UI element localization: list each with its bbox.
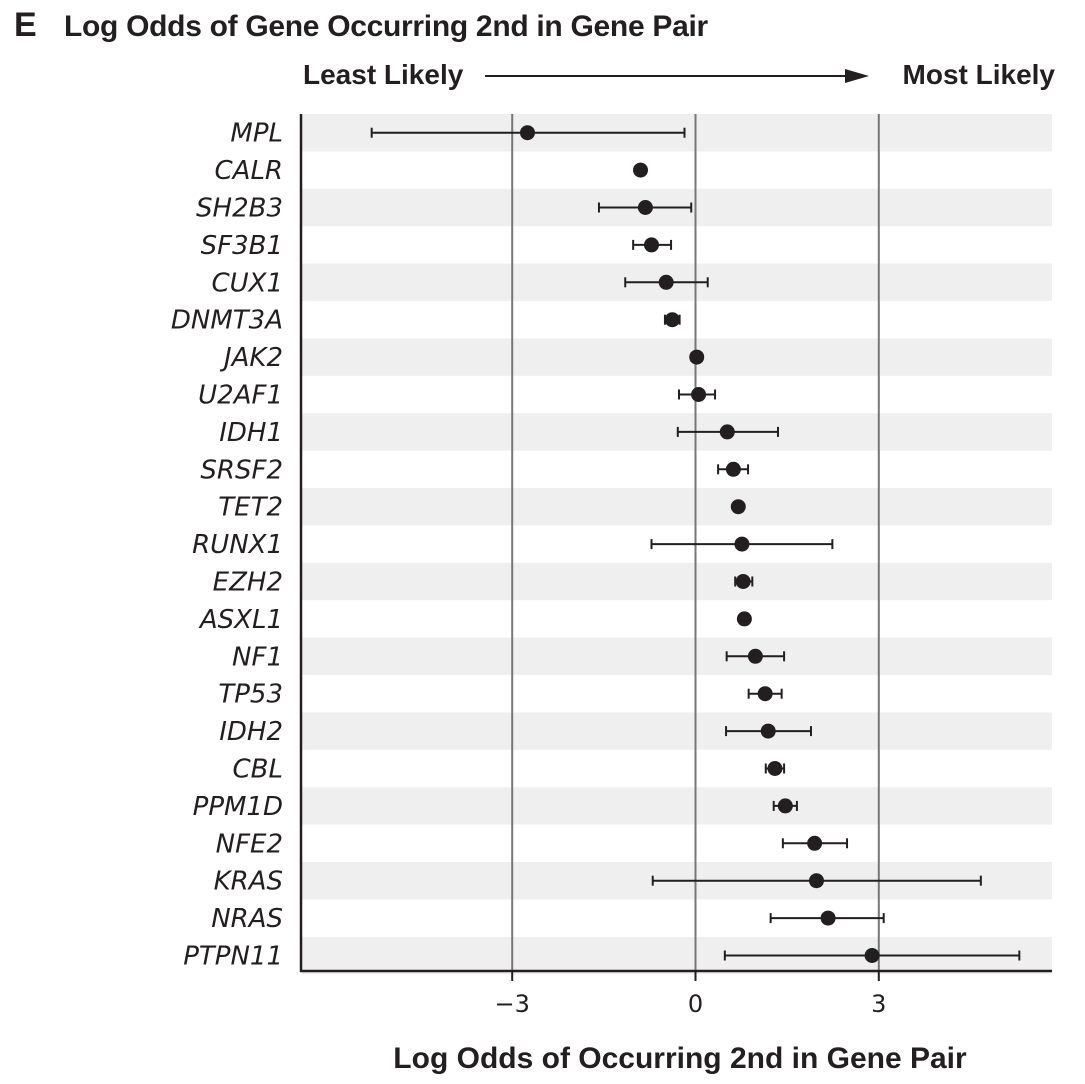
row-band [302,637,1052,675]
row-band [302,488,1052,526]
point-jak2 [689,349,705,365]
point-nfe2 [807,835,823,851]
gene-label-sh2b3: SH2B3 [196,194,283,224]
point-cux1 [658,274,674,290]
gene-label-u2af1: U2AF1 [198,381,283,411]
reference-lines [511,114,880,971]
row-band [302,712,1052,750]
point-tp53 [757,686,773,702]
panel-letter: E [14,6,37,44]
point-kras [808,873,824,889]
gene-label-tet2: TET2 [218,493,283,523]
gene-label-nfe2: NFE2 [216,829,283,859]
gene-label-cbl: CBL [233,755,283,785]
point-calr [633,162,649,178]
gene-label-ezh2: EZH2 [213,568,283,598]
gene-label-ptpn11: PTPN11 [183,942,283,972]
point-mpl [519,125,535,141]
point-dnmt3a [664,312,680,328]
least-likely-label: Least Likely [303,59,464,90]
direction-arrow-icon [485,69,869,83]
gene-label-runx1: RUNX1 [192,530,283,560]
row-bands [302,114,1052,975]
point-ppm1d [777,798,793,814]
gene-label-kras: KRAS [214,867,283,897]
gene-label-cux1: CUX1 [211,268,283,298]
row-band [302,338,1052,376]
x-axis-label: Log Odds of Occurring 2nd in Gene Pair [393,1042,967,1075]
axes [299,114,1052,973]
point-srsf2 [725,461,741,477]
gene-label-calr: CALR [215,156,284,186]
gene-label-ppm1d: PPM1D [193,792,283,822]
row-band [302,787,1052,825]
point-ptpn11 [864,948,880,963]
gene-label-sf3b1: SF3B1 [201,231,283,261]
x-tick-label: 0 [688,990,703,1018]
gene-label-nras: NRAS [211,904,283,934]
point-nf1 [747,648,763,664]
gene-label-idh2: IDH2 [219,717,283,747]
point-nras [820,910,836,926]
point-idh1 [719,424,735,440]
point-sf3b1 [644,237,660,253]
gene-label-nf1: NF1 [232,642,283,672]
point-sh2b3 [637,200,653,215]
chart-title: Log Odds of Gene Occurring 2nd in Gene P… [64,10,708,43]
most-likely-label: Most Likely [902,59,1055,90]
gene-label-idh1: IDH1 [219,418,283,448]
gene-label-asxl1: ASXL1 [198,605,283,635]
point-cbl [767,761,783,776]
point-tet2 [730,499,746,515]
gene-label-dnmt3a: DNMT3A [171,306,283,336]
row-band [302,562,1052,601]
point-ezh2 [735,574,751,589]
gene-label-jak2: JAK2 [219,343,283,373]
point-runx1 [734,536,750,552]
x-tick-label: 3 [871,990,886,1018]
point-asxl1 [736,611,752,627]
gene-label-mpl: MPL [230,119,283,149]
gene-label-srsf2: SRSF2 [200,455,283,485]
x-tick-label: −3 [495,990,530,1018]
estimate-points [519,125,880,963]
gene-label-tp53: TP53 [218,680,283,710]
gene-labels: MPL CALR SH2B3 SF3B1 CUX1 DNMT3A JAK2 U2AF1 IDH1… [171,119,283,972]
point-u2af1 [691,387,707,402]
x-ticks: −3 0 3 [495,971,886,1018]
point-idh2 [760,723,776,739]
